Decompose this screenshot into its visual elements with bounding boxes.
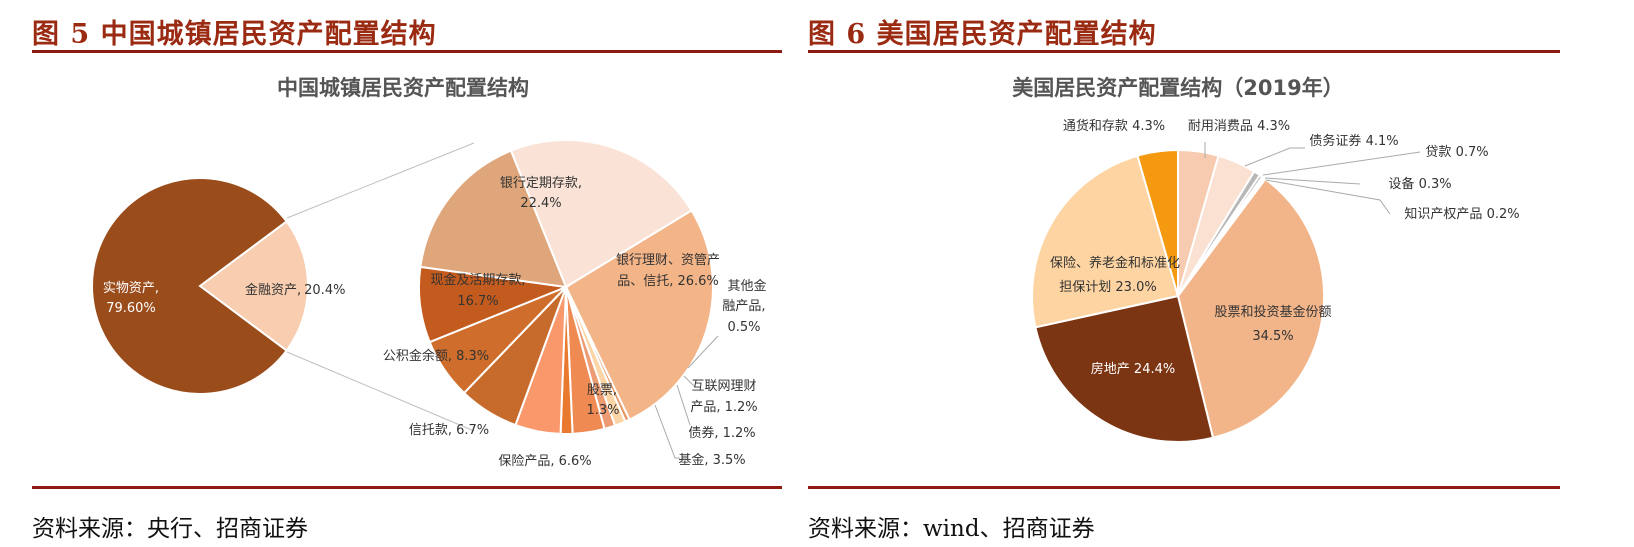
label-cash-value: 16.7% [457, 294, 498, 309]
label-wealth-mgmt-line2: 品、信托, 26.6% [617, 274, 719, 289]
label-other-fin-line1: 其他金 [727, 278, 766, 294]
leader-internet [683, 375, 695, 387]
leader-funds [654, 404, 680, 459]
label-stocks-funds-value: 34.5% [1252, 329, 1293, 344]
label-durables: 耐用消费品 4.3% [1188, 119, 1290, 134]
label-wealth-mgmt-line1: 银行理财、资管产 [616, 253, 720, 268]
label-stocks: 股票, [587, 383, 617, 398]
figure-6-source: 资料来源：wind、招商证券 [808, 516, 1095, 542]
label-funds: 基金, 3.5% [678, 452, 745, 468]
label-physical-assets: 实物资产, [103, 281, 159, 296]
label-bank-deposit: 银行定期存款, [500, 176, 582, 191]
right-slice-7 [1034, 294, 1215, 443]
label-physical-assets-value: 79.60% [106, 301, 156, 316]
label-other-fin-line2: 融产品, [722, 299, 765, 314]
leader-debt [1244, 147, 1305, 167]
figure-5-top-rule [32, 50, 782, 53]
label-other-fin-value: 0.5% [727, 320, 760, 335]
label-debt-securities: 债务证券 4.1% [1309, 133, 1398, 149]
label-provident-fund: 公积金余额, 8.3% [383, 348, 489, 364]
label-ip-products: 知识产权产品 0.2% [1404, 206, 1519, 222]
label-stocks-funds: 股票和投资基金份额 [1214, 304, 1331, 320]
leader-bonds [676, 384, 691, 426]
right-chart-title: 美国居民资产配置结构（2019年） [1012, 76, 1343, 100]
label-insurance: 保险产品, 6.6% [498, 454, 591, 469]
left-detail-slice-1 [564, 209, 714, 421]
label-loans-out: 信托款, 6.7% [409, 423, 489, 438]
label-internet-line2: 产品, 1.2% [690, 400, 757, 415]
left-main-slice-0 [198, 220, 309, 352]
label-currency-deposits: 通货和存款 4.3% [1063, 118, 1165, 134]
leader-ip [1265, 179, 1391, 215]
leader-equipment [1264, 177, 1361, 185]
right-slice-9 [1136, 148, 1179, 297]
left-detail-slice-11 [419, 149, 568, 289]
figure-6-title: 图 6 美国居民资产配置结构 [808, 19, 1157, 50]
label-loans: 贷款 0.7% [1425, 145, 1488, 160]
label-equipment: 设备 0.3% [1388, 176, 1451, 192]
figure-6-bottom-rule [808, 486, 1560, 489]
figure-6-top-rule [808, 50, 1560, 53]
connector-bottom [286, 351, 475, 432]
label-bank-deposit-value: 22.4% [520, 196, 561, 211]
label-real-estate: 房地产 24.4% [1091, 361, 1175, 377]
leader-other-fin [687, 335, 719, 369]
left-main-pie [91, 177, 309, 395]
figure-5-source: 资料来源：央行、招商证券 [32, 516, 308, 542]
left-connector-lines [286, 142, 475, 432]
label-financial-assets: 金融资产, 20.4% [245, 282, 345, 298]
label-insurance-pension-line2: 担保计划 23.0% [1059, 280, 1156, 295]
figure-5-bottom-rule [32, 486, 782, 489]
label-bonds: 债券, 1.2% [688, 425, 755, 441]
right-slice-8 [1031, 154, 1180, 329]
left-detail-slice-0 [509, 139, 693, 289]
right-slice-6 [1176, 177, 1325, 439]
label-cash: 现金及活期存款, [430, 272, 525, 288]
label-internet-line1: 互联网理财 [691, 379, 756, 394]
left-chart-title: 中国城镇居民资产配置结构 [277, 76, 529, 100]
connector-top [286, 142, 475, 219]
figure-5-title: 图 5 中国城镇居民资产配置结构 [32, 19, 437, 50]
label-insurance-pension-line1: 保险、养老金和标准化 [1050, 255, 1180, 271]
label-stocks-value: 1.3% [586, 403, 619, 418]
leader-loans [1262, 151, 1421, 176]
left-main-slice-1 [91, 177, 288, 395]
right-pie [1031, 148, 1325, 443]
left-detail-pie [418, 139, 714, 435]
